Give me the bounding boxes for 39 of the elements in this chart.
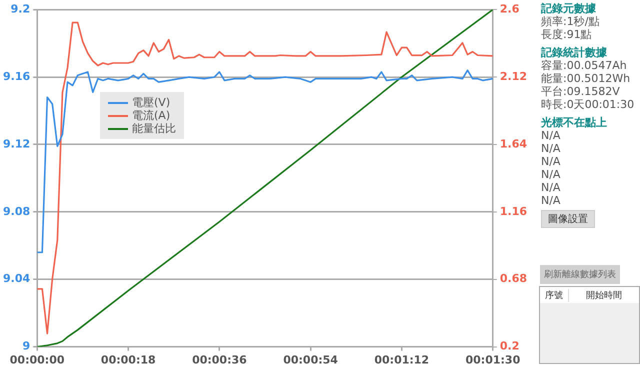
- x-tick-label: 00:00:36: [192, 353, 248, 366]
- list-table: 序號 開始時間: [539, 286, 640, 364]
- x-tick-label: 00:01:12: [374, 353, 430, 366]
- x-tick-label: 00:00:54: [283, 353, 338, 366]
- y-tick-label: 9.08: [3, 204, 30, 218]
- y2-tick-label: 1.16: [500, 204, 528, 218]
- x-tick-label: 00:01:30: [465, 353, 521, 366]
- x-tick-label: 00:00:00: [10, 353, 65, 366]
- legend-label: 電壓(V): [132, 96, 170, 109]
- y-tick-label: 9.12: [3, 137, 30, 150]
- text: 光標不在點上: [541, 116, 607, 129]
- text: 能量:00.5012Wh: [541, 72, 630, 85]
- y-tick-label: 9: [22, 340, 30, 353]
- legend-label: 能量估比: [132, 122, 176, 135]
- y-tick-label: 9.2: [10, 2, 30, 16]
- y2-tick-label: 0.2: [500, 340, 520, 353]
- refresh-button: 刷新離線數據列表: [540, 265, 620, 284]
- y2-tick-label: 0.68: [500, 272, 527, 286]
- y-tick-label: 9.16: [3, 70, 30, 83]
- text: 記錄統計數據: [541, 46, 607, 59]
- text: N/A: [541, 194, 560, 207]
- text: 容量:00.0547Ah: [541, 59, 627, 72]
- text: N/A: [541, 168, 560, 181]
- settings-button: 圖像設置: [541, 210, 595, 228]
- text: 記錄元數據: [541, 2, 596, 15]
- legend-label: 電流(A): [132, 109, 170, 122]
- text: N/A: [541, 181, 560, 194]
- text: 頻率:1秒/點: [541, 15, 600, 28]
- text: 平台:09.1582V: [541, 85, 620, 98]
- text: 長度:91點: [541, 28, 592, 41]
- text: N/A: [541, 129, 560, 142]
- y2-tick-label: 1.64: [500, 137, 528, 150]
- text: 時長:0天00:01:30: [541, 98, 634, 111]
- text: N/A: [541, 142, 560, 155]
- y2-tick-label: 2.12: [500, 70, 527, 83]
- text: N/A: [541, 155, 560, 168]
- y-tick-label: 9.04: [3, 272, 30, 286]
- x-tick-label: 00:00:18: [100, 353, 156, 366]
- y2-tick-label: 2.6: [500, 2, 520, 16]
